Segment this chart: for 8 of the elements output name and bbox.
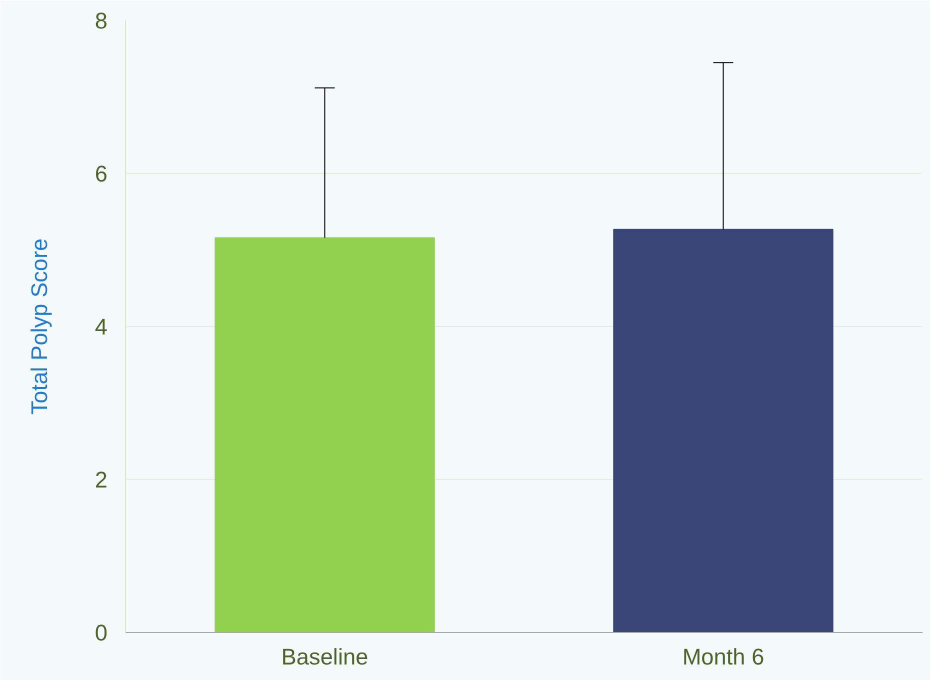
y-axis-title: Total Polyp Score [26, 238, 52, 415]
y-tick-label: 0 [94, 620, 108, 646]
x-tick-label: Baseline [281, 644, 368, 670]
y-tick-label: 8 [94, 8, 108, 34]
y-tick-label: 4 [94, 314, 108, 340]
y-tick-label: 2 [94, 466, 108, 492]
y-tick-label: 6 [94, 160, 108, 186]
x-tick-label: Month 6 [682, 644, 764, 670]
